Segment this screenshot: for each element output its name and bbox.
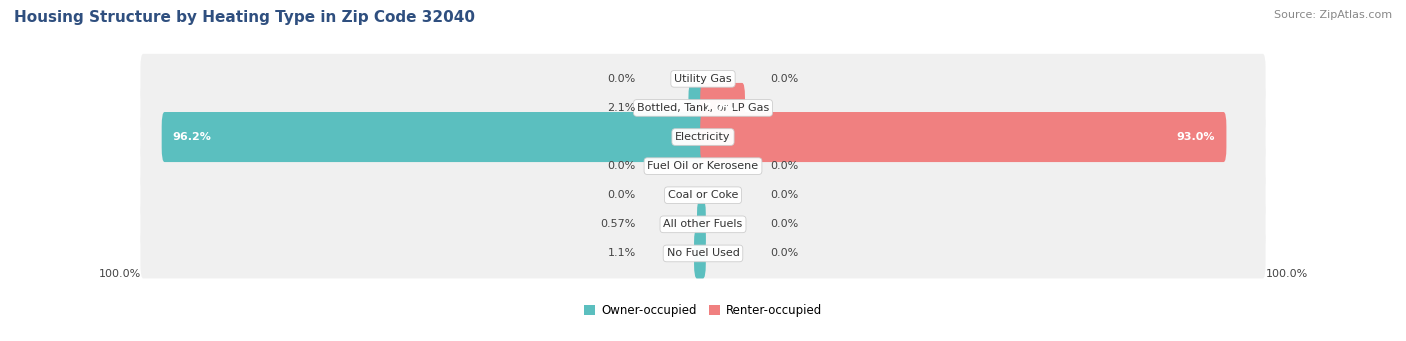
Text: 0.0%: 0.0% <box>607 190 636 200</box>
FancyBboxPatch shape <box>141 112 1265 162</box>
Text: 2.1%: 2.1% <box>607 103 636 113</box>
Text: 0.57%: 0.57% <box>600 219 636 229</box>
Text: 100.0%: 100.0% <box>98 269 141 279</box>
Text: No Fuel Used: No Fuel Used <box>666 249 740 258</box>
Text: Utility Gas: Utility Gas <box>675 74 731 84</box>
Text: 93.0%: 93.0% <box>1177 132 1215 142</box>
Text: 0.0%: 0.0% <box>770 249 799 258</box>
FancyBboxPatch shape <box>141 170 1265 220</box>
FancyBboxPatch shape <box>697 199 706 249</box>
Text: Bottled, Tank, or LP Gas: Bottled, Tank, or LP Gas <box>637 103 769 113</box>
FancyBboxPatch shape <box>141 199 1265 249</box>
FancyBboxPatch shape <box>141 228 1265 279</box>
FancyBboxPatch shape <box>141 83 1265 133</box>
FancyBboxPatch shape <box>700 112 1226 162</box>
Text: Fuel Oil or Kerosene: Fuel Oil or Kerosene <box>647 161 759 171</box>
Text: Source: ZipAtlas.com: Source: ZipAtlas.com <box>1274 10 1392 20</box>
FancyBboxPatch shape <box>141 54 1265 104</box>
Text: 0.0%: 0.0% <box>607 74 636 84</box>
FancyBboxPatch shape <box>700 83 745 133</box>
Text: 0.0%: 0.0% <box>770 161 799 171</box>
Legend: Owner-occupied, Renter-occupied: Owner-occupied, Renter-occupied <box>579 299 827 322</box>
FancyBboxPatch shape <box>695 228 706 279</box>
FancyBboxPatch shape <box>141 141 1265 191</box>
Text: 1.1%: 1.1% <box>607 249 636 258</box>
FancyBboxPatch shape <box>162 112 706 162</box>
Text: Electricity: Electricity <box>675 132 731 142</box>
Text: 0.0%: 0.0% <box>770 219 799 229</box>
Text: All other Fuels: All other Fuels <box>664 219 742 229</box>
Text: 100.0%: 100.0% <box>1265 269 1308 279</box>
Text: 0.0%: 0.0% <box>770 74 799 84</box>
Text: Housing Structure by Heating Type in Zip Code 32040: Housing Structure by Heating Type in Zip… <box>14 10 475 25</box>
Text: Coal or Coke: Coal or Coke <box>668 190 738 200</box>
Text: 0.0%: 0.0% <box>607 161 636 171</box>
Text: 96.2%: 96.2% <box>173 132 212 142</box>
Text: 7.0%: 7.0% <box>703 103 734 113</box>
Text: 0.0%: 0.0% <box>770 190 799 200</box>
FancyBboxPatch shape <box>689 83 706 133</box>
